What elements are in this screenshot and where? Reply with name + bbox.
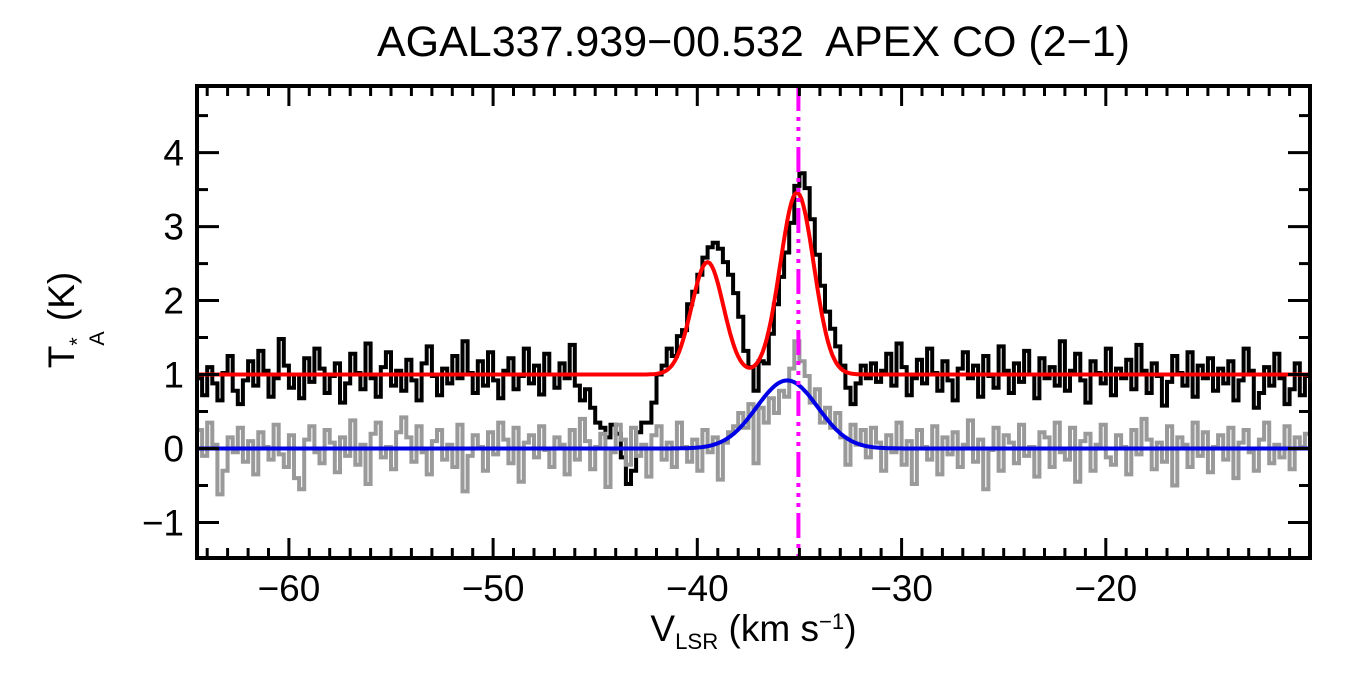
y-axis-superscript: * (64, 337, 89, 346)
x-tick-label: −20 (1074, 568, 1137, 609)
y-tick-label: 0 (163, 429, 184, 470)
x-axis-unit-exponent: −1 (818, 608, 845, 634)
x-tick-label: −40 (666, 568, 729, 609)
y-tick-label: 2 (163, 281, 184, 322)
y-tick-label: 4 (163, 133, 184, 174)
y-axis-script-stack: * A (64, 331, 109, 346)
x-axis-label: VLSR (km s−1) (197, 608, 1310, 655)
x-tick-label: −30 (870, 568, 933, 609)
y-axis-symbol: T (40, 345, 82, 369)
x-axis-symbol: V (650, 608, 676, 649)
y-tick-label: 1 (163, 355, 184, 396)
x-tick-label: −50 (462, 568, 525, 609)
x-axis-unit-open: (km s (718, 608, 819, 649)
x-tick-label: −60 (258, 568, 321, 609)
plot-title: AGAL337.939−00.532 APEX CO (2−1) (376, 18, 1130, 66)
x-axis-unit-close: ) (844, 608, 857, 649)
y-axis-label: T * A (K) (40, 271, 109, 369)
y-tick-label: 3 (163, 207, 184, 248)
y-axis-unit: (K) (40, 271, 82, 332)
plot-frame (195, 84, 1312, 560)
x-axis-subscript: LSR (675, 628, 719, 654)
y-tick-label: −1 (142, 503, 184, 544)
observed-co-spectrum-trace (197, 171, 1310, 486)
gaussian-fit-main-curve (195, 190, 1312, 377)
y-axis-subscript: A (84, 331, 109, 346)
gaussian-fit-reference-curve (195, 378, 1312, 451)
